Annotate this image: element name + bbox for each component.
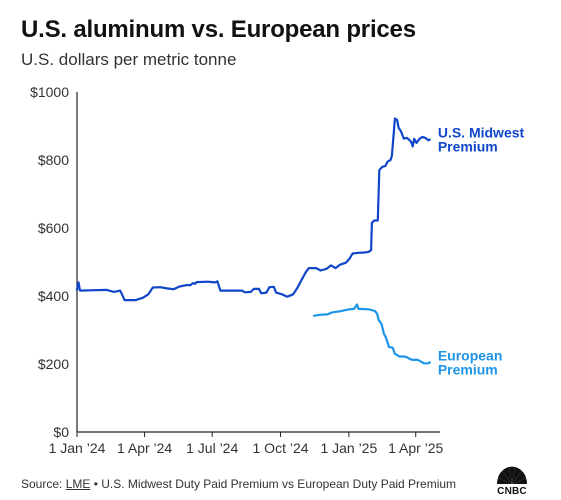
x-tick-label: 1 Jan ’25	[320, 440, 377, 456]
y-tick-label: $400	[38, 288, 69, 304]
source-prefix: Source:	[21, 477, 66, 491]
y-tick-label: $800	[38, 152, 69, 168]
peacock-logo-icon	[496, 466, 528, 484]
source-footer: Source: LME • U.S. Midwest Duty Paid Pre…	[21, 477, 456, 491]
source-link[interactable]: LME	[65, 477, 91, 491]
x-tick-label: 1 Oct ’24	[253, 440, 309, 456]
chart-series	[75, 117, 431, 365]
x-tick-label: 1 Apr ’25	[388, 440, 443, 456]
chart-subtitle: U.S. dollars per metric tonne	[21, 50, 237, 69]
x-tick-label: 1 Jul ’24	[186, 440, 238, 456]
logo-wordmark: CNBC	[497, 486, 527, 497]
series-line-u-s-midwest-premium	[75, 117, 431, 302]
chart-title: U.S. aluminum vs. European prices	[21, 16, 416, 43]
series-line-european-premium	[312, 303, 431, 365]
x-tick-label: 1 Apr ’24	[117, 440, 172, 456]
y-tick-label: $600	[38, 220, 69, 236]
x-tick-label: 1 Jan ’24	[49, 440, 106, 456]
series-label-u-s-midwest-premium: U.S. Midwest Premium	[438, 125, 525, 155]
series-labels: U.S. Midwest Premium European Premium	[438, 125, 525, 378]
y-axis-tick-labels: $0 $200 $400 $600 $800 $1000	[30, 84, 69, 440]
series-label-european-premium: European Premium	[438, 347, 503, 377]
chart-axes	[76, 92, 440, 437]
y-tick-label: $0	[53, 424, 69, 440]
cnbc-logo: CNBC	[492, 462, 532, 498]
line-chart: $0 $200 $400 $600 $800 $1000 1 Jan ’24 1 Apr ’…	[30, 84, 525, 456]
y-tick-label: $200	[38, 356, 69, 372]
y-tick-label: $1000	[30, 84, 69, 100]
source-description: • U.S. Midwest Duty Paid Premium vs Euro…	[90, 477, 457, 491]
x-axis-tick-labels: 1 Jan ’24 1 Apr ’24 1 Jul ’24 1 Oct ’24 1 Ja…	[49, 440, 444, 456]
